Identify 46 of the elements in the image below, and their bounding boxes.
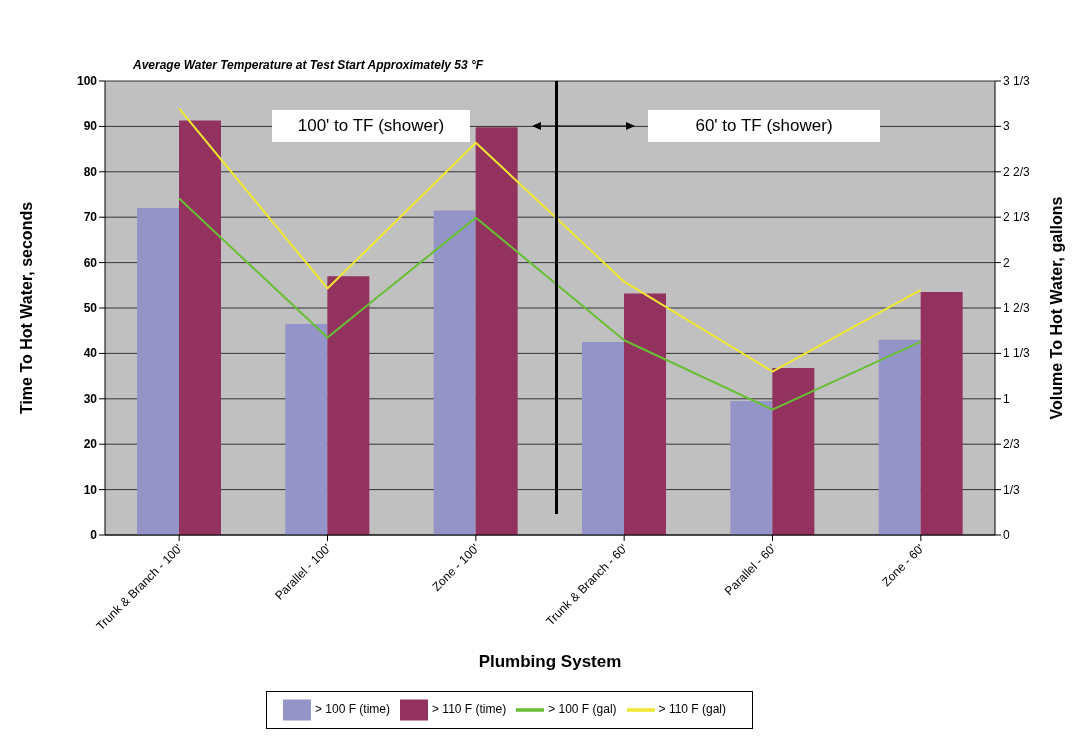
legend-label: > 110 F (time)	[432, 702, 507, 717]
y2-tick-label: 1/3	[1003, 482, 1021, 497]
bar	[475, 127, 518, 535]
y-tick-label: 20	[83, 437, 98, 452]
bar	[920, 292, 963, 535]
y-tick-label: 50	[83, 301, 98, 315]
y2-tick-label: 2 1/3	[1003, 210, 1031, 225]
y2-tick-label: 2/3	[1003, 437, 1021, 452]
y-tick-label: 60	[83, 255, 98, 270]
x-axis-title: Plumbing System	[478, 652, 622, 671]
chart-title: Average Water Temperature at Test Start Approximately 53 °F	[133, 58, 484, 72]
y-tick-label: 100	[76, 74, 98, 88]
y-tick-label: 90	[83, 119, 98, 134]
legend-label: > 100 F (gal)	[548, 702, 617, 717]
y2-tick-label: 1	[1003, 391, 1010, 406]
line-series	[178, 107, 922, 373]
y2-axis-title: Volume To Hot Water, gallons	[1047, 196, 1065, 420]
y2-tick-label: 3	[1003, 119, 1010, 134]
y-tick-label: 40	[83, 346, 98, 361]
bar	[730, 401, 773, 535]
text-box: 100' to TF (shower)	[272, 110, 470, 142]
y-tick-label: 70	[83, 210, 98, 225]
y2-tick-label: 1 1/3	[1003, 346, 1031, 361]
legend-label: > 100 F (time)	[315, 702, 391, 717]
line-series	[178, 197, 922, 411]
bar	[137, 208, 179, 535]
y-tick-label: 10	[83, 482, 98, 497]
bar	[433, 210, 476, 535]
y-tick-label: 0	[90, 528, 98, 542]
legend-label: > 110 F (gal)	[658, 702, 727, 717]
y2-tick-label: 1 2/3	[1003, 300, 1031, 315]
y2-tick-label: 0	[1003, 528, 1010, 542]
y2-tick-label: 3 1/3	[1003, 74, 1031, 88]
bar	[327, 276, 370, 535]
text-box: 60' to TF (shower)	[648, 110, 880, 142]
bar	[624, 293, 666, 535]
y2-tick-label: 2 2/3	[1003, 164, 1031, 179]
bar	[179, 120, 221, 535]
bar	[772, 367, 815, 535]
bar	[285, 323, 328, 535]
y-tick-label: 30	[83, 391, 98, 406]
y2-tick-label: 2	[1003, 255, 1010, 270]
y-tick-label: 80	[83, 164, 98, 179]
y-axis-title: Time To Hot Water, seconds	[17, 201, 35, 415]
bar	[878, 339, 921, 535]
bar	[582, 342, 624, 535]
